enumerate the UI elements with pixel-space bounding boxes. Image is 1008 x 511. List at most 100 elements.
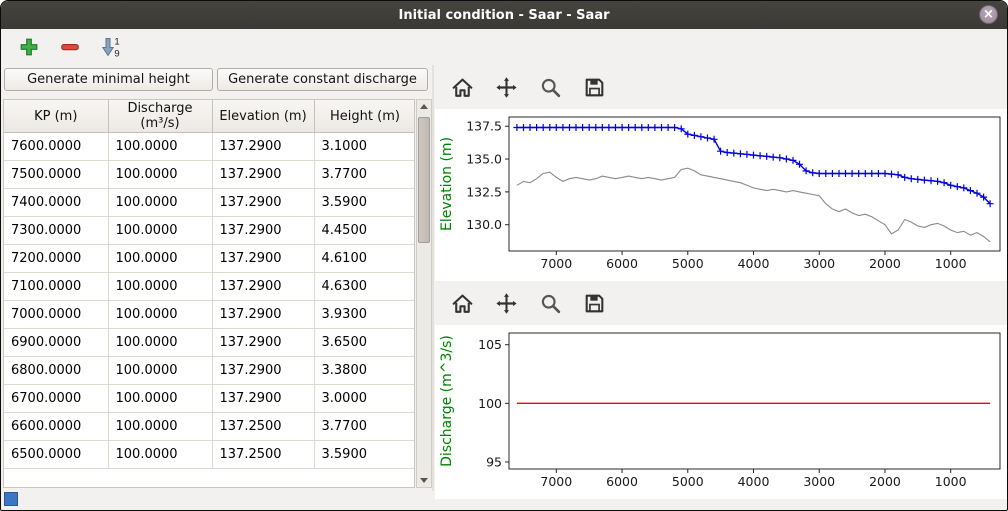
table-row[interactable]: 7500.0000100.0000137.29003.7700	[4, 161, 415, 189]
table-cell[interactable]: 100.0000	[108, 385, 212, 413]
table-cell[interactable]: 3.9300	[314, 301, 415, 329]
table-row[interactable]: 6500.0000100.0000137.25003.5900	[4, 441, 415, 469]
svg-text:3000: 3000	[803, 474, 835, 489]
sort-button[interactable]: 1 9	[97, 33, 125, 61]
table-cell[interactable]: 7000.0000	[4, 301, 108, 329]
table-cell[interactable]: 3.6500	[314, 329, 415, 357]
table-cell[interactable]: 137.2900	[212, 189, 314, 217]
save-button[interactable]	[579, 288, 609, 318]
pan-button[interactable]	[491, 288, 521, 318]
scrollbar-thumb[interactable]	[418, 117, 430, 243]
add-row-button[interactable]	[15, 33, 43, 61]
table-cell[interactable]: 137.2900	[212, 301, 314, 329]
table-cell[interactable]: 7400.0000	[4, 189, 108, 217]
table-row[interactable]: 6800.0000100.0000137.29003.3800	[4, 357, 415, 385]
table-cell[interactable]: 3.0000	[314, 385, 415, 413]
table-row[interactable]: 7600.0000100.0000137.29003.1000	[4, 133, 415, 161]
remove-row-button[interactable]	[56, 33, 84, 61]
home-button[interactable]	[447, 288, 477, 318]
table-cell[interactable]: 3.3800	[314, 357, 415, 385]
table-cell[interactable]: 100.0000	[108, 161, 212, 189]
table-cell[interactable]: 7500.0000	[4, 161, 108, 189]
table-cell[interactable]: 100.0000	[108, 329, 212, 357]
table-cell[interactable]: 137.2500	[212, 413, 314, 441]
svg-text:1: 1	[114, 37, 119, 48]
table-cell[interactable]: 4.4500	[314, 217, 415, 245]
table-row[interactable]: 6600.0000100.0000137.25003.7700	[4, 413, 415, 441]
table-row[interactable]: 6900.0000100.0000137.29003.6500	[4, 329, 415, 357]
table-cell[interactable]: 137.2900	[212, 133, 314, 161]
table-cell[interactable]: 100.0000	[108, 273, 212, 301]
table-cell[interactable]: 137.2900	[212, 357, 314, 385]
table-cell[interactable]: 100.0000	[108, 189, 212, 217]
table-cell[interactable]: 7600.0000	[4, 133, 108, 161]
table-cell[interactable]: 137.2900	[212, 245, 314, 273]
table-cell[interactable]: 100.0000	[108, 245, 212, 273]
table-cell[interactable]: 7300.0000	[4, 217, 108, 245]
table-cell[interactable]: 6800.0000	[4, 357, 108, 385]
pan-button[interactable]	[491, 72, 521, 102]
table-cell[interactable]: 137.2900	[212, 385, 314, 413]
plus-icon	[18, 36, 40, 58]
table-cell[interactable]: 100.0000	[108, 301, 212, 329]
svg-text:1000: 1000	[935, 256, 967, 271]
table-cell[interactable]: 100.0000	[108, 217, 212, 245]
table-cell[interactable]: 6600.0000	[4, 413, 108, 441]
table-cell[interactable]: 137.2900	[212, 217, 314, 245]
column-header[interactable]: Height (m)	[314, 100, 415, 133]
svg-text:Discharge (m^3/s): Discharge (m^3/s)	[439, 335, 455, 467]
scroll-down-button[interactable]	[417, 473, 431, 487]
table-cell[interactable]: 137.2900	[212, 329, 314, 357]
home-button[interactable]	[447, 72, 477, 102]
table-row[interactable]: 7200.0000100.0000137.29004.6100	[4, 245, 415, 273]
discharge-chart[interactable]: 700060005000400030002000100010510095Disc…	[435, 325, 1008, 499]
table-cell[interactable]: 3.7700	[314, 161, 415, 189]
table-row[interactable]: 6700.0000100.0000137.29003.0000	[4, 385, 415, 413]
table-cell[interactable]: 4.6100	[314, 245, 415, 273]
table-cell[interactable]: 6700.0000	[4, 385, 108, 413]
table-cell[interactable]: 3.7700	[314, 413, 415, 441]
table-cell[interactable]: 3.5900	[314, 441, 415, 469]
zoom-button[interactable]	[535, 72, 565, 102]
close-button[interactable]: ×	[979, 5, 998, 24]
svg-text:5000: 5000	[672, 256, 704, 271]
column-header[interactable]: Discharge (m³/s)	[108, 100, 212, 133]
table-cell[interactable]: 137.2500	[212, 441, 314, 469]
svg-text:Elevation (m): Elevation (m)	[439, 137, 455, 231]
table-cell[interactable]: 3.1000	[314, 133, 415, 161]
save-icon	[582, 291, 607, 316]
column-header[interactable]: Elevation (m)	[212, 100, 314, 133]
table-cell[interactable]: 100.0000	[108, 413, 212, 441]
table-cell[interactable]: 3.5900	[314, 189, 415, 217]
table-row[interactable]: 7300.0000100.0000137.29004.4500	[4, 217, 415, 245]
scroll-up-button[interactable]	[417, 100, 431, 114]
svg-text:4000: 4000	[738, 474, 770, 489]
titlebar[interactable]: Initial condition - Saar - Saar ×	[1, 1, 1007, 29]
table-cell[interactable]: 137.2900	[212, 161, 314, 189]
svg-text:3000: 3000	[803, 256, 835, 271]
table-cell[interactable]: 100.0000	[108, 357, 212, 385]
table-cell[interactable]: 4.6300	[314, 273, 415, 301]
table-cell[interactable]: 137.2900	[212, 273, 314, 301]
table-scrollbar[interactable]	[416, 99, 432, 488]
elevation-chart[interactable]: 7000600050004000300020001000137.5135.013…	[435, 109, 1008, 281]
zoom-button[interactable]	[535, 288, 565, 318]
svg-text:6000: 6000	[606, 474, 638, 489]
table-cell[interactable]: 7200.0000	[4, 245, 108, 273]
panel-splitter[interactable]	[432, 65, 434, 491]
table-cell[interactable]: 7100.0000	[4, 273, 108, 301]
table-row[interactable]: 7400.0000100.0000137.29003.5900	[4, 189, 415, 217]
table-cell[interactable]: 6900.0000	[4, 329, 108, 357]
svg-text:137.5: 137.5	[466, 119, 502, 134]
svg-text:2000: 2000	[869, 474, 901, 489]
save-button[interactable]	[579, 72, 609, 102]
table-row[interactable]: 7100.0000100.0000137.29004.6300	[4, 273, 415, 301]
generate-constant-discharge-button[interactable]: Generate constant discharge	[217, 68, 428, 91]
table-cell[interactable]: 100.0000	[108, 441, 212, 469]
table-cell[interactable]: 6500.0000	[4, 441, 108, 469]
table-cell[interactable]: 100.0000	[108, 133, 212, 161]
generate-minimal-height-button[interactable]: Generate minimal height	[4, 68, 213, 91]
svg-text:100: 100	[478, 396, 502, 411]
table-row[interactable]: 7000.0000100.0000137.29003.9300	[4, 301, 415, 329]
column-header[interactable]: KP (m)	[4, 100, 108, 133]
